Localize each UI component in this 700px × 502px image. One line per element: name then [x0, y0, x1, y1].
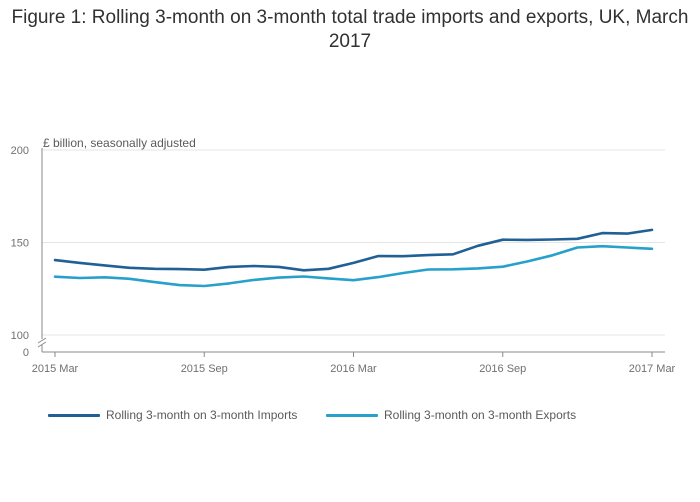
y-tick-label: 100 [11, 330, 29, 342]
chart-title: Figure 1: Rolling 3-month on 3-month tot… [11, 7, 689, 52]
y-tick-label: 150 [11, 238, 29, 250]
legend-swatch-exports [326, 413, 378, 417]
x-tick-label: 2016 Mar [330, 363, 377, 375]
axis-break-mark [37, 341, 47, 348]
x-tick-label: 2016 Sep [479, 363, 526, 375]
x-tick-label: 2015 Sep [181, 363, 228, 375]
legend-item-imports[interactable]: Rolling 3-month on 3-month Imports [48, 408, 297, 422]
x-tick-label: 2017 Mar [629, 363, 676, 375]
y-tick-label: 200 [11, 145, 29, 157]
axes [37, 148, 665, 357]
gridlines [42, 149, 665, 336]
legend-label-exports: Rolling 3-month on 3-month Exports [384, 408, 577, 422]
series-line-imports[interactable] [53, 228, 654, 272]
series-line-exports[interactable] [53, 244, 654, 288]
axis-break-mark [37, 337, 47, 344]
legend-label-imports: Rolling 3-month on 3-month Imports [106, 408, 298, 422]
legend-swatch-imports [48, 413, 100, 417]
y-tick-label-zero: 0 [23, 347, 29, 359]
legend-item-exports[interactable]: Rolling 3-month on 3-month Exports [326, 408, 576, 422]
y-axis-label: £ billion, seasonally adjusted [43, 136, 196, 150]
x-tick-label: 2015 Mar [32, 363, 79, 375]
series-lines [53, 228, 654, 288]
